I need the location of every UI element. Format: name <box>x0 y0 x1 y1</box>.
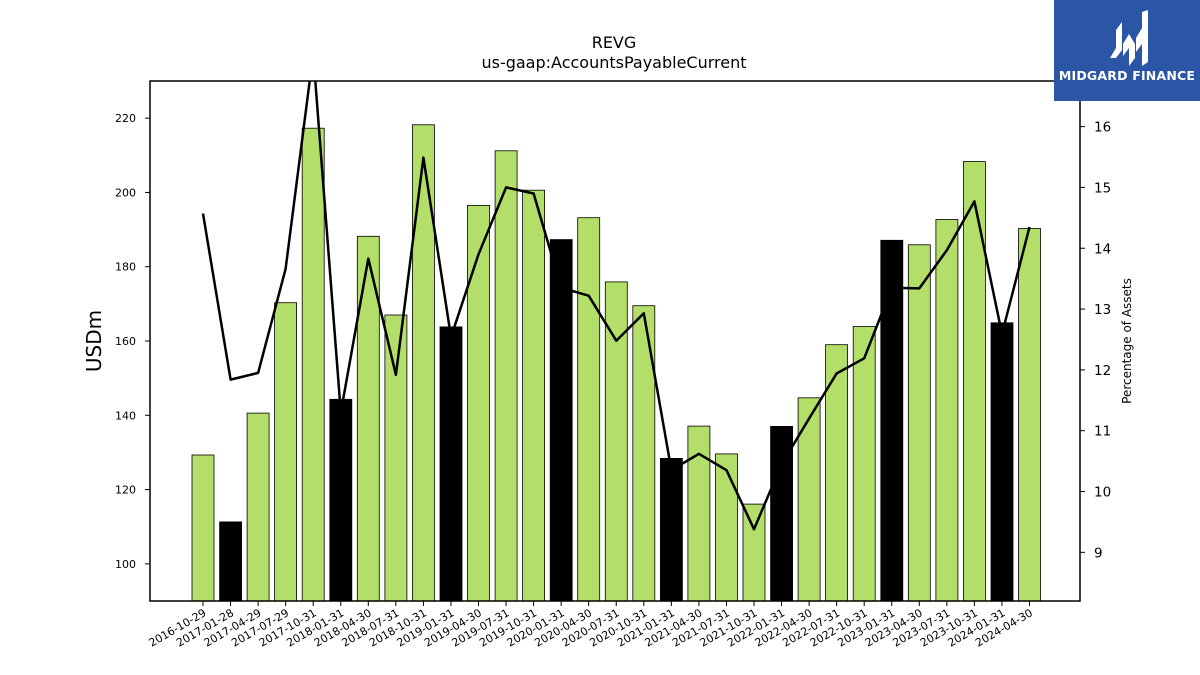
y2-tick-label: 10 <box>1094 485 1111 501</box>
bar-2018-07-31 <box>384 314 408 602</box>
bar-2019-10-31 <box>522 189 545 602</box>
plot-frame <box>149 80 1081 602</box>
y2-tick-label: 16 <box>1094 120 1111 136</box>
y-axis-label: USDm <box>82 310 106 372</box>
bar-2022-07-31 <box>825 344 848 602</box>
chart-title: REVG <box>592 33 637 52</box>
y2-axis-ticks: 9 10 11 12 13 14 15 16 <box>1080 120 1111 561</box>
bar-2018-10-31 <box>411 124 435 602</box>
y2-tick-label: 15 <box>1094 180 1111 196</box>
y-tick-label: 160 <box>115 335 136 348</box>
bar-2019-04-30 <box>467 204 490 602</box>
bar-2019-01-31 <box>439 326 463 602</box>
bar-2023-04-30 <box>907 244 931 602</box>
y2-axis-label: Percentage of Assets <box>1120 278 1134 404</box>
bar-2024-01-31 <box>990 322 1014 602</box>
y2-tick-label: 13 <box>1094 302 1111 318</box>
logo-text: MIDGARD FINANCE <box>1058 68 1196 83</box>
bar-series <box>191 124 1041 602</box>
ratio-line <box>201 81 1031 531</box>
bar-2021-10-31 <box>742 503 766 602</box>
bar-2017-10-31 <box>301 127 325 602</box>
bar-2023-01-31 <box>880 239 904 602</box>
y-tick-label: 120 <box>115 484 136 497</box>
bar-2020-01-31 <box>549 239 573 602</box>
y-tick-label: 140 <box>115 409 136 422</box>
y-tick-label: 100 <box>115 558 136 571</box>
bar-2021-01-31 <box>660 457 683 602</box>
y2-tick-label: 14 <box>1094 241 1111 257</box>
bar-2016-10-29 <box>191 454 215 602</box>
bar-2020-04-30 <box>577 217 601 602</box>
y-axis-ticks: 100 120 140 160 180 200 220 <box>115 112 150 571</box>
chart-subtitle: us-gaap:AccountsPayableCurrent <box>481 53 746 72</box>
brand-logo: MIDGARD FINANCE <box>1054 0 1200 101</box>
y-tick-label: 180 <box>115 261 136 274</box>
y2-tick-label: 9 <box>1094 545 1103 561</box>
bar-2023-07-31 <box>935 219 959 602</box>
y2-tick-label: 12 <box>1094 363 1111 379</box>
logo-mark-icon <box>1110 10 1148 66</box>
bar-2017-07-29 <box>274 302 298 602</box>
bar-2024-04-30 <box>1018 228 1041 602</box>
bar-2022-10-31 <box>852 326 876 602</box>
y2-tick-label: 11 <box>1094 424 1111 440</box>
x-axis-ticks: 2016-10-292017-01-282017-04-292017-07-29… <box>147 601 1035 650</box>
bar-2021-07-31 <box>715 453 738 602</box>
bar-2019-07-31 <box>494 150 518 602</box>
bar-2017-04-29 <box>246 412 270 602</box>
bar-2022-04-30 <box>797 397 821 602</box>
bar-2023-10-31 <box>963 161 986 602</box>
y-tick-label: 200 <box>115 186 136 199</box>
y-tick-label: 220 <box>115 112 136 125</box>
bar-2018-01-31 <box>329 398 353 602</box>
bar-2021-04-30 <box>687 425 711 602</box>
bar-2017-01-28 <box>219 521 243 602</box>
